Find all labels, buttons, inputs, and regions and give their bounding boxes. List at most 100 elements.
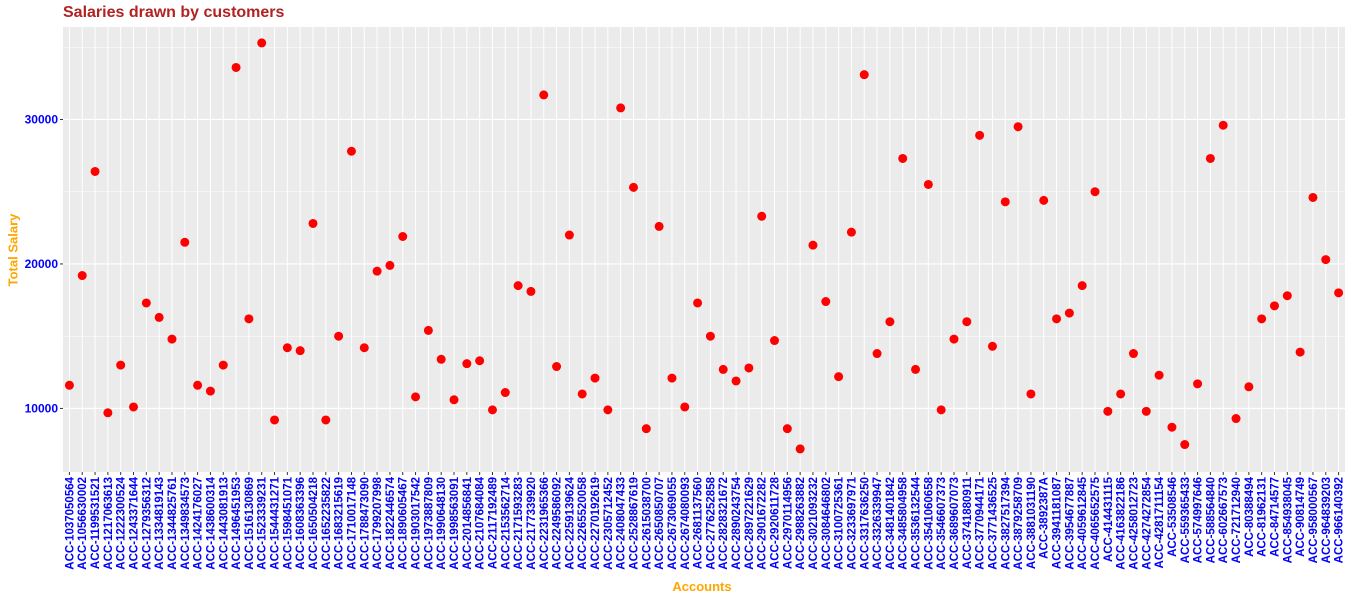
x-tick-label: ACC-2305712452 (603, 477, 615, 570)
x-tick-label: ACC-3485804958 (898, 476, 910, 569)
x-tick-label: ACC-1243371644 (129, 476, 141, 569)
x-tick-label: ACC-2901672282 (757, 477, 769, 570)
data-point (462, 359, 472, 369)
data-point (1308, 192, 1318, 202)
data-point (693, 298, 703, 308)
data-point (436, 354, 446, 364)
data-point (616, 103, 626, 113)
x-tick-label: ACC-1608363396 (295, 477, 307, 570)
x-tick-label: ACC-1990648130 (436, 477, 448, 570)
data-point (757, 211, 767, 221)
data-point (577, 389, 587, 399)
x-tick-label: ACC-3771436525 (987, 476, 999, 569)
y-tick-label: 10000 (25, 401, 59, 415)
x-tick-label: ACC-1056630002 (77, 477, 89, 570)
data-point (885, 317, 895, 327)
data-point (411, 392, 421, 402)
data-point (1077, 281, 1087, 291)
data-point (1090, 187, 1100, 197)
data-point (385, 260, 395, 270)
data-point (770, 336, 780, 346)
data-point (1334, 288, 1344, 298)
x-tick-label: ACC-2988263882 (795, 477, 807, 570)
x-tick-label: ACC-2117192489 (487, 477, 499, 569)
x-axis-ticks: ACC-1037050564 ACC-1056630002 ACC-11995315… (64, 472, 1346, 570)
data-point (1295, 347, 1305, 357)
data-point (834, 372, 844, 382)
data-point (449, 395, 459, 405)
x-tick-label: ACC-2270192619 (590, 477, 602, 570)
x-tick-label: ACC-3881031190 (1026, 477, 1038, 569)
x-tick-label: ACC-2890243754 (731, 476, 743, 569)
x-tick-label: ACC-1903017542 (411, 477, 423, 570)
x-tick-label: ACC-2776252858 (705, 476, 717, 569)
x-tick-label: ACC-1652235822 (321, 477, 333, 570)
x-tick-label: ACC-80388494 (1244, 476, 1256, 557)
data-point (1013, 122, 1023, 132)
x-tick-label: ACC-3892387A (1039, 477, 1051, 559)
data-point (1026, 389, 1036, 399)
data-point (282, 343, 292, 353)
data-point (654, 221, 664, 231)
data-point (680, 402, 690, 412)
data-point (1052, 314, 1062, 324)
x-tick-label: ACC-2153562714 (500, 476, 512, 569)
data-point (641, 424, 651, 434)
data-point (103, 408, 113, 418)
x-tick-label: ACC-3741880911 (962, 476, 974, 569)
x-tick-label: ACC-2171593283 (513, 477, 525, 570)
data-point (205, 386, 215, 396)
data-point (334, 331, 344, 341)
data-point (975, 130, 985, 140)
x-tick-label: ACC-2408047433 (616, 477, 628, 570)
data-point (1269, 301, 1279, 311)
x-tick-label: ACC-1279356312 (141, 477, 153, 570)
data-point (1205, 153, 1215, 163)
data-point (859, 70, 869, 80)
data-point (141, 298, 151, 308)
data-point (116, 360, 126, 370)
data-point (1218, 120, 1228, 130)
x-tick-label: ACC-4163822186 (1116, 477, 1128, 570)
data-point (949, 334, 959, 344)
x-tick-label: ACC-3536132544 (911, 476, 923, 569)
x-tick-label: ACC-966140392 (1334, 477, 1346, 563)
x-tick-label: ACC-1973887809 (423, 477, 435, 570)
x-tick-label: ACC-53508546 (1167, 477, 1179, 557)
data-point (231, 62, 241, 72)
x-tick-label: ACC-3689607073 (949, 477, 961, 570)
data-point (180, 237, 190, 247)
x-tick-label: ACC-721712940 (1231, 477, 1243, 563)
data-point (1167, 422, 1177, 432)
x-tick-label: ACC-1438600314 (205, 476, 217, 569)
x-tick-label: ACC-4281711154 (1154, 476, 1166, 568)
data-point (1282, 291, 1292, 301)
y-tick-label: 20000 (25, 257, 59, 271)
x-tick-label: ACC-1710017148 (346, 476, 358, 569)
data-point (154, 312, 164, 322)
data-point (526, 286, 536, 296)
y-axis-ticks: 10000 20000 30000 (25, 112, 63, 415)
x-tick-label: ACC-2897221629 (744, 477, 756, 570)
x-tick-label: ACC-854938045 (1282, 476, 1294, 563)
x-tick-label: ACC-4258012723 (1128, 477, 1140, 570)
data-point (244, 314, 254, 324)
data-point (846, 227, 856, 237)
data-point (372, 266, 382, 276)
x-tick-label: ACC-1650504218 (308, 476, 320, 569)
x-tick-label: ACC-1424176027 (193, 477, 205, 570)
x-tick-label: ACC-3770944171 (975, 476, 987, 569)
x-tick-label: ACC-2650850707 (654, 477, 666, 570)
data-point (1244, 382, 1254, 392)
data-point (346, 146, 356, 156)
data-point (77, 271, 87, 281)
x-tick-label: ACC-3317636250 (859, 477, 871, 570)
x-tick-label: ACC-2674080093 (680, 477, 692, 570)
x-tick-label: ACC-3084646802 (821, 477, 833, 570)
x-tick-label: ACC-3541060658 (923, 476, 935, 569)
x-tick-label: ACC-559365433 (1180, 477, 1192, 563)
data-point (564, 230, 574, 240)
data-point (423, 325, 433, 335)
x-tick-label: ACC-2828321672 (718, 477, 730, 570)
